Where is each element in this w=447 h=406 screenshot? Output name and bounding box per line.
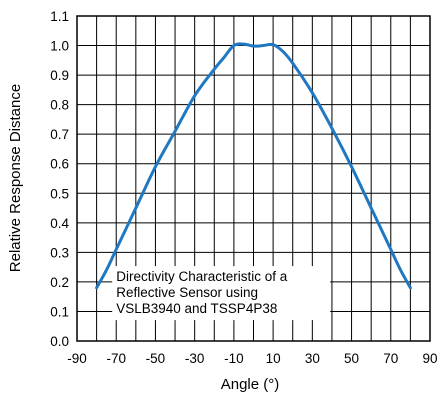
x-tick-label: -90 (67, 351, 87, 366)
y-tick-label: 1.0 (50, 39, 69, 54)
x-tick-label: 30 (305, 351, 320, 366)
y-tick-label: 0.9 (50, 68, 69, 83)
y-tick-label: 0.5 (50, 186, 69, 201)
y-tick-label: 0.1 (50, 304, 69, 319)
y-tick-label: 0.6 (50, 157, 69, 172)
y-tick-label: 1.1 (50, 9, 69, 24)
y-tick-label: 0.0 (50, 334, 69, 349)
x-tick-labels: -90 -70 -50 -30 -10 10 30 50 70 90 (67, 351, 437, 366)
x-tick-label: -30 (185, 351, 205, 366)
annotation-text: Reflective Sensor using (116, 285, 258, 300)
y-tick-label: 0.3 (50, 245, 69, 260)
y-axis-label: Relative Response Distance (7, 84, 24, 272)
x-tick-label: 90 (422, 351, 437, 366)
x-axis-label: Angle (°) (221, 376, 280, 393)
x-tick-label: 70 (383, 351, 398, 366)
x-tick-label: 10 (266, 351, 281, 366)
y-tick-label: 0.2 (50, 275, 69, 290)
x-tick-label: 50 (344, 351, 359, 366)
y-tick-label: 0.4 (50, 216, 69, 231)
x-tick-label: -50 (146, 351, 166, 366)
y-tick-label: 0.8 (50, 98, 69, 113)
annotation-text: VSLB3940 and TSSP4P38 (116, 301, 277, 316)
y-tick-label: 0.7 (50, 127, 69, 142)
chart-annotation: Directivity Characteristic of aReflectiv… (112, 266, 330, 320)
x-tick-label: -70 (106, 351, 126, 366)
annotation-text: Directivity Characteristic of a (116, 269, 288, 284)
x-tick-label: -10 (224, 351, 244, 366)
y-tick-labels: 0.0 0.1 0.2 0.3 0.4 0.5 0.6 0.7 0.8 0.9 1.0 1.1 (50, 9, 69, 349)
